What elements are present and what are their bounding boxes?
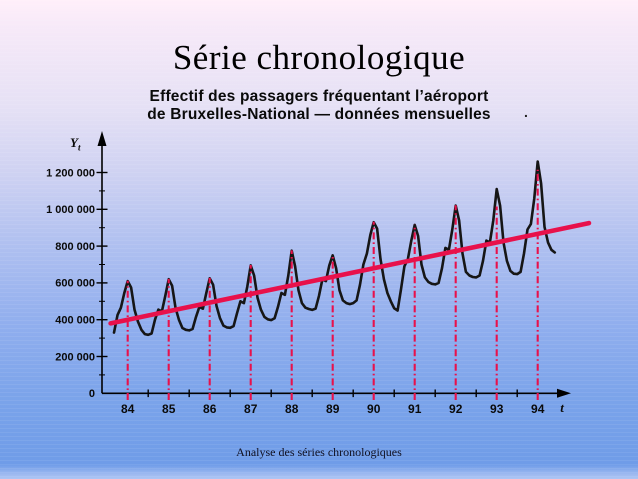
x-axis-t-label: t xyxy=(560,400,564,415)
y-axis-yt-label: Yt xyxy=(70,135,81,153)
x-axis-arrow-icon xyxy=(557,388,571,398)
page-title: Série chronologique xyxy=(172,38,466,77)
x-tick-label: 93 xyxy=(490,402,504,416)
series-path xyxy=(112,160,557,337)
x-tick-label: 86 xyxy=(203,402,217,416)
x-tick-label: 92 xyxy=(449,402,463,416)
y-tick-label: 800 000 xyxy=(55,241,95,253)
subtitle-line-2: de Bruxelles-National — données mensuell… xyxy=(147,105,491,123)
chart-subtitle: Effectif des passagers fréquentant l’aér… xyxy=(0,88,638,123)
y-tick-label: 600 000 xyxy=(55,278,95,290)
x-tick-label: 89 xyxy=(326,402,340,416)
x-tick-label: 88 xyxy=(285,402,299,416)
y-axis-arrow-icon xyxy=(97,131,107,146)
subtitle-line-1: Effectif des passagers fréquentant l’aér… xyxy=(149,88,489,105)
x-tick-label: 91 xyxy=(408,402,422,416)
y-tick-label: 400 000 xyxy=(55,315,95,327)
y-tick-label: 1 000 000 xyxy=(46,204,95,216)
x-tick-label: 90 xyxy=(367,402,381,416)
y-tick-label: 1 200 000 xyxy=(46,167,95,179)
x-tick-label: 94 xyxy=(531,402,545,416)
trend-line xyxy=(108,220,592,326)
x-tick-label: 84 xyxy=(121,402,135,416)
footer-text: Analyse des séries chronologiques xyxy=(236,445,402,459)
x-tick-label: 87 xyxy=(244,402,258,416)
x-tick-label: 85 xyxy=(162,402,176,416)
y-tick-label: 0 xyxy=(89,388,95,400)
subtitle-trailing-period: . xyxy=(524,104,528,120)
y-tick-label: 200 000 xyxy=(55,351,95,363)
